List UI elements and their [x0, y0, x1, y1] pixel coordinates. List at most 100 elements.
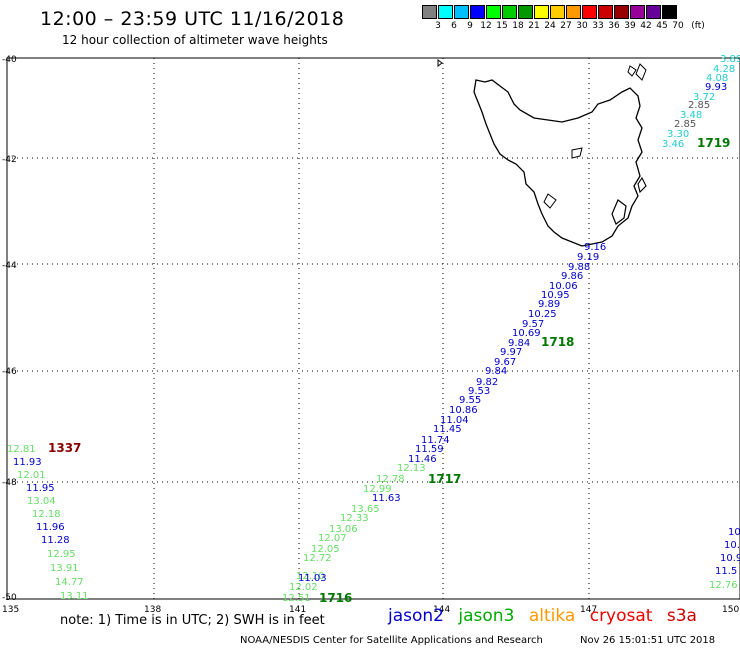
wave-height-label: 13.06: [329, 524, 358, 535]
legend-label: 15: [496, 21, 508, 31]
legend-swatch: [502, 5, 517, 19]
wave-height-label: 12.95: [47, 549, 76, 560]
satellite-legend: jason2 jason3 altika cryosat s3a: [388, 606, 706, 626]
wave-height-label: 9.16: [584, 242, 606, 253]
legend-label: 27: [560, 21, 572, 31]
wave-height-label: 9.55: [459, 395, 481, 406]
lon-label: 138: [144, 605, 161, 615]
latitude-labels: -40 -42 -44 -46 -48 -50: [2, 55, 17, 603]
wave-height-label: 13.11: [60, 591, 89, 602]
sat-label-jason2: jason2: [388, 606, 444, 626]
graticule: [7, 58, 740, 599]
wave-height-label: 12.99: [363, 484, 392, 495]
legend-swatch: [438, 5, 453, 19]
wave-height-label: 11.45: [433, 424, 462, 435]
islet-coastline: [627, 65, 637, 77]
wave-height-label: 3.30: [667, 129, 689, 140]
wave-height-label: 9.88: [568, 262, 590, 273]
credit-text: NOAA/NESDIS Center for Satellite Applica…: [240, 635, 543, 646]
track-time-label: 1716: [319, 591, 352, 605]
wave-height-label: 12.05: [311, 544, 340, 555]
wave-height-label: 10.95: [541, 290, 570, 301]
wave-height-label: 13.91: [50, 563, 79, 574]
legend-label: 42: [640, 21, 652, 31]
wave-height-label: 3.89: [720, 54, 740, 65]
map-frame: [6, 57, 740, 600]
lat-label: -42: [2, 155, 17, 165]
wave-height-label: 12.01: [17, 470, 46, 481]
wave-height-label: 13.65: [351, 504, 380, 515]
wave-height-label: 3.46: [662, 139, 684, 150]
track-time-label: 1718: [541, 335, 574, 349]
legend-label: 39: [624, 21, 636, 31]
legend-swatch: [614, 5, 629, 19]
wave-height-label: 11.93: [13, 457, 42, 468]
legend-swatch: [470, 5, 485, 19]
wave-height-label: 9.53: [468, 386, 490, 397]
wave-height-label: 9.57: [522, 319, 544, 330]
lon-label: 144: [433, 605, 450, 615]
legend-swatch: [566, 5, 581, 19]
wave-height-label: 10.25: [528, 309, 557, 320]
islet-coastline: [543, 193, 557, 209]
legend-swatch: [518, 5, 533, 19]
wave-height-label: 9.84: [508, 338, 530, 349]
wave-height-label: 3.48: [680, 110, 702, 121]
sat-label-jason3: jason3: [458, 606, 515, 626]
legend-label: 9: [467, 21, 473, 31]
legend-swatch: [486, 5, 501, 19]
lat-label: -44: [2, 261, 17, 271]
legend-swatch: [582, 5, 597, 19]
legend-label: 33: [592, 21, 604, 31]
wave-height-label: 11.5: [715, 566, 737, 577]
legend-label: 21: [528, 21, 540, 31]
wave-height-label: 10: [728, 527, 740, 538]
wave-height-label: 4.08: [706, 73, 728, 84]
legend-swatch: [598, 5, 613, 19]
wave-height-label: 9.19: [577, 252, 599, 263]
wave-height-label: 12.81: [7, 444, 36, 455]
wave-height-label: 11.46: [408, 454, 437, 465]
wave-height-label: 9.82: [476, 377, 498, 388]
wave-height-label: 14.77: [55, 577, 84, 588]
legend-label: 24: [544, 21, 556, 31]
wave-height-label: 12.33: [340, 513, 369, 524]
wave-height-label: 9.67: [494, 357, 516, 368]
wave-height-label: 11.96: [36, 522, 65, 533]
legend-swatch: [630, 5, 645, 19]
legend-swatch: [550, 5, 565, 19]
legend-label: 70: [672, 21, 684, 31]
wave-height-label: 11.28: [41, 535, 70, 546]
wave-height-label: 11.95: [26, 483, 55, 494]
legend-swatch: [454, 5, 469, 19]
wave-height-label: 12.02: [289, 582, 318, 593]
color-legend: 3 6 9 12 15 18 21 24 27 30 33 36 39 42 45 70 (ft): [422, 5, 705, 33]
legend-swatch: [662, 5, 677, 19]
wave-height-label: 10.9: [720, 553, 740, 564]
footer-note: note: 1) Time is in UTC; 2) SWH is in fe…: [60, 613, 325, 628]
wave-height-label: 2.85: [674, 119, 696, 130]
legend-label: 12: [480, 21, 492, 31]
wave-height-label: 11.04: [440, 415, 469, 426]
sat-label-cryosat: cryosat: [589, 606, 653, 626]
legend-label: (ft): [691, 21, 705, 31]
wave-height-label: 12.07: [318, 533, 347, 544]
lon-label: 141: [289, 605, 306, 615]
wave-height-label: 9.89: [538, 299, 560, 310]
track-time-label: 1337: [48, 441, 81, 455]
legend-swatch: [646, 5, 661, 19]
longitude-labels: 135 138 141 144 147 150: [2, 605, 739, 615]
lon-label: 135: [2, 605, 19, 615]
wave-height-label: 3.72: [693, 92, 715, 103]
wave-height-label: 12.76: [709, 580, 738, 591]
page-title: 12:00 – 23:59 UTC 11/16/2018: [40, 8, 345, 30]
wave-height-label: 9.93: [705, 82, 727, 93]
track-time-label: 1717: [428, 472, 461, 486]
islet-coastline: [571, 147, 583, 159]
legend-label: 18: [512, 21, 524, 31]
legend-swatch: [534, 5, 549, 19]
maria-island-coastline: [637, 176, 647, 194]
wave-height-label: 11.59: [415, 444, 444, 455]
legend-label: 36: [608, 21, 620, 31]
